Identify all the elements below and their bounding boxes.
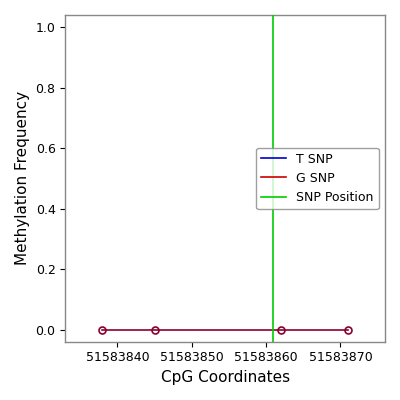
- X-axis label: CpG Coordinates: CpG Coordinates: [160, 370, 290, 385]
- Legend: T SNP, G SNP, SNP Position: T SNP, G SNP, SNP Position: [256, 148, 379, 209]
- Y-axis label: Methylation Frequency: Methylation Frequency: [15, 91, 30, 266]
